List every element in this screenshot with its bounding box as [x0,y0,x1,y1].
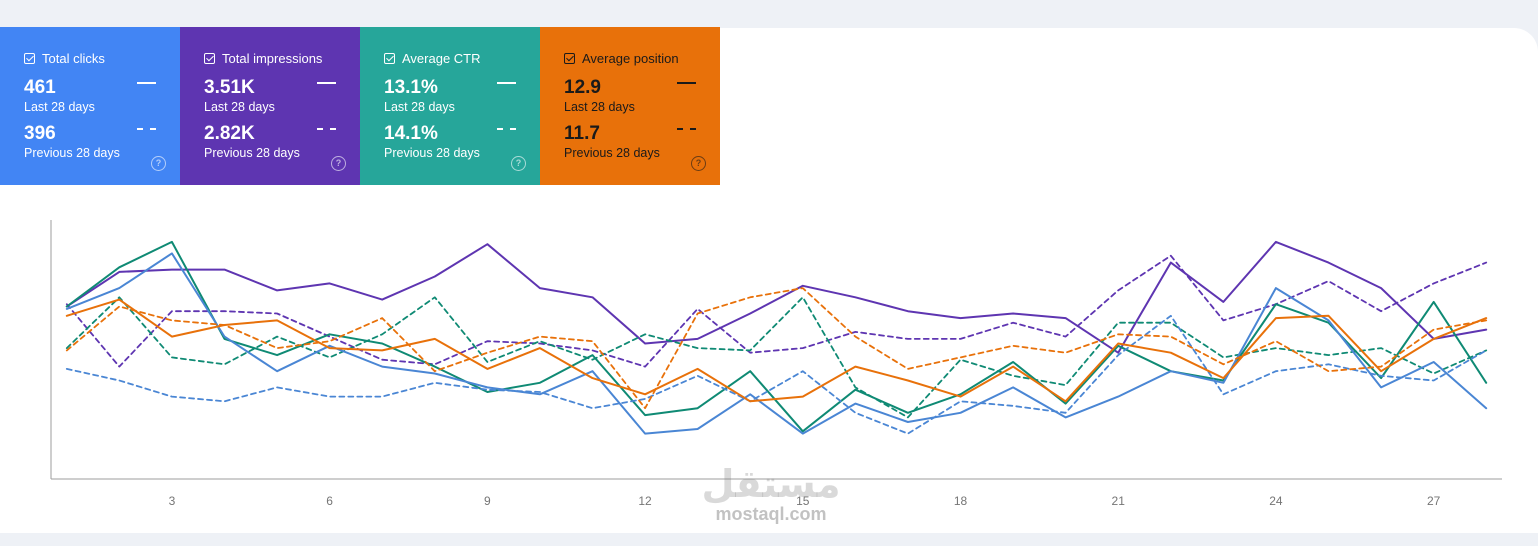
series-line-position-previous [65,287,1488,410]
watermark-logo: مستقل mostaql.com [696,466,846,524]
help-icon[interactable]: ? [151,156,166,171]
card-average-position[interactable]: Average position 12.9 Last 28 days 11.7 … [540,27,720,185]
previous-period-label: Previous 28 days [564,146,660,160]
current-value: 13.1% [384,77,438,98]
dashed-line-legend-icon [677,128,696,130]
previous-value: 11.7 [564,123,600,144]
card-title: Average position [582,51,679,66]
current-period-label: Last 28 days [564,100,635,114]
x-tick-label: 27 [1427,494,1441,508]
help-icon[interactable]: ? [331,156,346,171]
previous-value: 14.1% [384,123,438,144]
previous-value: 396 [24,123,56,144]
previous-period-label: Previous 28 days [384,146,480,160]
series-line-clicks-previous [65,314,1488,435]
card-header: Total impressions [204,51,322,66]
solid-line-legend-icon [317,82,336,84]
x-tick-label: 3 [169,494,176,508]
x-tick-label: 24 [1269,494,1283,508]
card-header: Total clicks [24,51,105,66]
card-title: Total impressions [222,51,323,66]
current-period-label: Last 28 days [384,100,455,114]
current-value: 12.9 [564,77,601,98]
x-tick-label: 9 [484,494,491,508]
checkbox-icon[interactable] [204,53,215,64]
checkbox-icon[interactable] [564,53,575,64]
watermark-arabic: مستقل [701,464,841,506]
series-line-impressions-current [65,240,1488,354]
checkbox-icon[interactable] [24,53,35,64]
help-icon[interactable]: ? [511,156,526,171]
x-tick-label: 18 [954,494,968,508]
current-period-label: Last 28 days [24,100,95,114]
x-tick-label: 21 [1112,494,1126,508]
previous-value: 2.82K [204,123,255,144]
previous-period-label: Previous 28 days [24,146,120,160]
solid-line-legend-icon [137,82,156,84]
card-header: Average CTR [384,51,481,66]
current-value: 461 [24,77,56,98]
series-line-impressions-previous [65,254,1488,368]
dashed-line-legend-icon [317,128,336,130]
series-line-ctr-previous [65,296,1488,419]
watermark-latin: mostaql.com [715,504,827,524]
card-header: Average position [564,51,679,66]
previous-period-label: Previous 28 days [204,146,300,160]
card-total-impressions[interactable]: Total impressions 3.51K Last 28 days 2.8… [180,27,360,185]
series-line-ctr-current [65,240,1488,433]
help-icon[interactable]: ? [691,156,706,171]
current-value: 3.51K [204,77,255,98]
x-tick-label: 6 [326,494,333,508]
solid-line-legend-icon [677,82,696,84]
metric-cards: Total clicks 461 Last 28 days 396 Previo… [0,27,720,185]
dashed-line-legend-icon [497,128,516,130]
x-tick-label: 12 [638,494,652,508]
solid-line-legend-icon [497,82,516,84]
checkbox-icon[interactable] [384,53,395,64]
card-total-clicks[interactable]: Total clicks 461 Last 28 days 396 Previo… [0,27,180,185]
dashed-line-legend-icon [137,128,156,130]
card-average-ctr[interactable]: Average CTR 13.1% Last 28 days 14.1% Pre… [360,27,540,185]
card-title: Average CTR [402,51,481,66]
card-title: Total clicks [42,51,105,66]
x-tick-label: 15 [796,494,810,508]
series-line-clicks-current [65,252,1488,435]
current-period-label: Last 28 days [204,100,275,114]
series-line-position-current [65,298,1488,403]
